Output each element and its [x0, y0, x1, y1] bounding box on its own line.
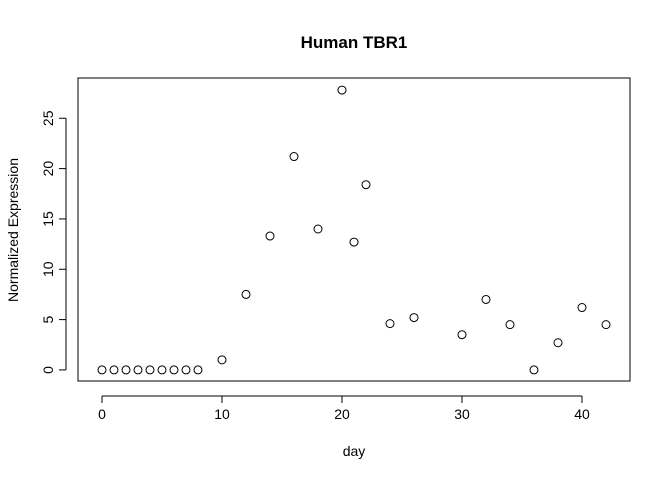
data-point	[265, 231, 275, 241]
data-point	[361, 180, 371, 190]
data-point	[133, 365, 143, 375]
x-tick-label: 0	[98, 406, 106, 422]
plot-box	[77, 77, 631, 382]
data-point	[241, 289, 251, 299]
data-point	[193, 365, 203, 375]
data-points	[97, 85, 611, 375]
y-tick-label: 10	[40, 261, 56, 277]
data-point	[181, 365, 191, 375]
y-tick-label: 0	[40, 366, 56, 374]
x-tick-label: 30	[454, 406, 470, 422]
y-tick-label: 25	[40, 110, 56, 126]
data-point	[553, 338, 563, 348]
data-point	[157, 365, 167, 375]
data-point	[457, 330, 467, 340]
data-point	[601, 320, 611, 330]
x-axis-label: day	[343, 443, 366, 459]
y-tick-label: 20	[40, 161, 56, 177]
chart-title: Human TBR1	[301, 33, 408, 52]
y-axis-label: Normalized Expression	[5, 158, 21, 302]
data-point	[481, 294, 491, 304]
data-point	[529, 365, 539, 375]
data-point	[217, 355, 227, 365]
x-tick-label: 20	[334, 406, 350, 422]
data-point	[109, 365, 119, 375]
y-tick-label: 5	[40, 315, 56, 323]
data-point	[97, 365, 107, 375]
data-point	[313, 224, 323, 234]
data-point	[409, 313, 419, 323]
x-tick-label: 10	[214, 406, 230, 422]
x-tick-label: 40	[574, 406, 590, 422]
x-axis: 0 10 20 30 40	[98, 395, 590, 422]
data-point	[349, 237, 359, 247]
data-point	[169, 365, 179, 375]
y-tick-label: 15	[40, 211, 56, 227]
data-point	[385, 319, 395, 329]
y-axis: 0 5 10 15 20 25	[40, 110, 67, 374]
data-point	[505, 320, 515, 330]
data-point	[577, 303, 587, 313]
data-point	[145, 365, 155, 375]
data-point	[289, 152, 299, 162]
data-point	[121, 365, 131, 375]
data-point	[337, 85, 347, 95]
